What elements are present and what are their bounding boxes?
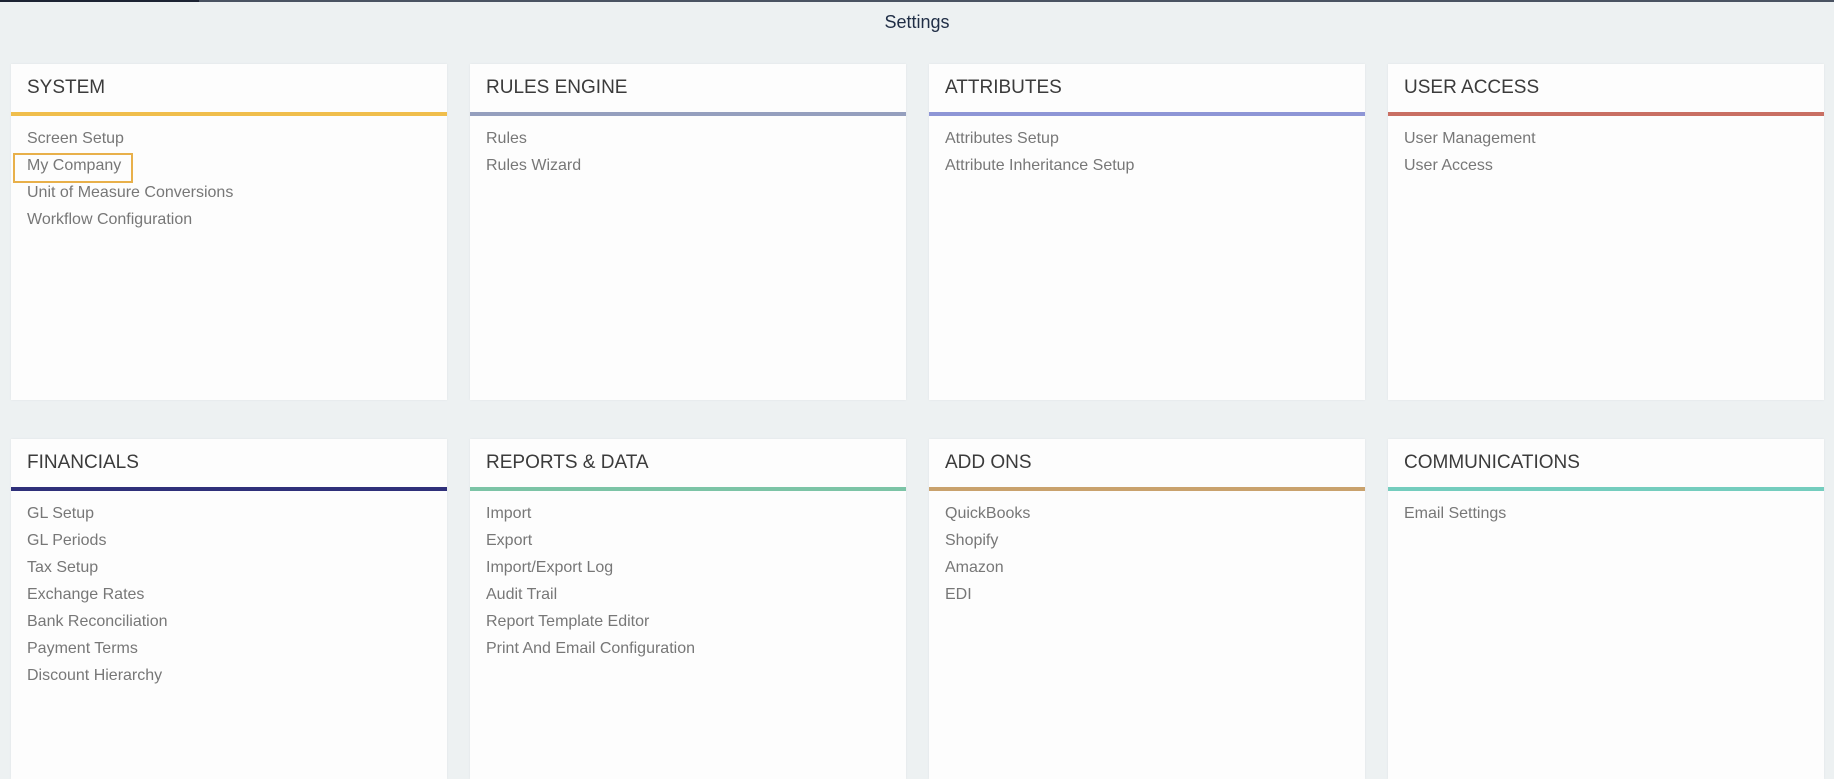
settings-link-print-and-email-configuration[interactable]: Print And Email Configuration — [470, 635, 906, 662]
section-card-reports-data: REPORTS & DATA Import Export Import/Export … — [470, 439, 906, 779]
highlight-box — [13, 153, 133, 183]
settings-link-edi[interactable]: EDI — [929, 581, 1365, 608]
section-links: User Management User Access — [1388, 116, 1824, 179]
settings-link-attribute-inheritance-setup[interactable]: Attribute Inheritance Setup — [929, 152, 1365, 179]
section-title: ATTRIBUTES — [945, 77, 1062, 98]
section-title: RULES ENGINE — [486, 77, 628, 98]
settings-link-amazon[interactable]: Amazon — [929, 554, 1365, 581]
settings-link-shopify[interactable]: Shopify — [929, 527, 1365, 554]
settings-link-label: Amazon — [945, 559, 1004, 576]
section-card-communications: COMMUNICATIONS Email Settings — [1388, 439, 1824, 779]
section-color-bar — [1388, 487, 1824, 491]
section-title: FINANCIALS — [27, 452, 139, 473]
settings-link-screen-setup[interactable]: Screen Setup — [11, 125, 447, 152]
settings-link-label: QuickBooks — [945, 505, 1031, 522]
settings-link-label: Tax Setup — [27, 559, 99, 576]
section-title: REPORTS & DATA — [486, 452, 649, 473]
settings-link-tax-setup[interactable]: Tax Setup — [11, 554, 447, 581]
section-links: Screen Setup My Company Unit of Measure Co… — [11, 116, 447, 233]
section-links: Rules Rules Wizard — [470, 116, 906, 179]
section-links: Email Settings — [1388, 491, 1824, 527]
settings-link-audit-trail[interactable]: Audit Trail — [470, 581, 906, 608]
settings-link-gl-periods[interactable]: GL Periods — [11, 527, 447, 554]
settings-link-attributes-setup[interactable]: Attributes Setup — [929, 125, 1365, 152]
settings-link-label: User Access — [1404, 157, 1493, 174]
settings-link-label: Workflow Configuration — [27, 211, 193, 228]
settings-link-exchange-rates[interactable]: Exchange Rates — [11, 581, 447, 608]
settings-link-rules-wizard[interactable]: Rules Wizard — [470, 152, 906, 179]
settings-link-label: Unit of Measure Conversions — [27, 184, 234, 201]
settings-link-user-access[interactable]: User Access — [1388, 152, 1824, 179]
settings-link-export[interactable]: Export — [470, 527, 906, 554]
page-title: Settings — [884, 12, 950, 32]
settings-link-rules[interactable]: Rules — [470, 125, 906, 152]
top-bar — [0, 0, 1834, 2]
section-card-rules-engine: RULES ENGINE Rules Rules Wizard — [470, 64, 906, 400]
settings-link-label: Exchange Rates — [27, 586, 145, 603]
settings-link-label: Export — [486, 532, 533, 549]
settings-link-label: User Management — [1404, 130, 1536, 147]
settings-link-label: Rules — [486, 130, 527, 147]
settings-link-email-settings[interactable]: Email Settings — [1388, 500, 1824, 527]
section-color-bar — [929, 487, 1365, 491]
settings-link-my-company[interactable]: My Company — [11, 152, 447, 183]
settings-link-label: Payment Terms — [27, 640, 138, 657]
settings-link-label: Import — [486, 505, 532, 522]
settings-link-label: Audit Trail — [486, 586, 558, 603]
section-color-bar — [929, 112, 1365, 116]
settings-link-workflow-configuration[interactable]: Workflow Configuration — [11, 206, 447, 233]
section-color-bar — [11, 112, 447, 116]
section-links: Import Export Import/Export Log Audit Trail… — [470, 491, 906, 662]
settings-link-label: Attributes Setup — [945, 130, 1059, 147]
settings-link-bank-reconciliation[interactable]: Bank Reconciliation — [11, 608, 447, 635]
settings-link-label: EDI — [945, 586, 972, 603]
section-title: SYSTEM — [27, 77, 106, 98]
settings-link-label: GL Periods — [27, 532, 107, 549]
section-card-system: SYSTEM Screen Setup My Company Unit of Meas… — [11, 64, 447, 400]
settings-link-label: Report Template Editor — [486, 613, 650, 630]
settings-link-label: Screen Setup — [27, 130, 124, 147]
settings-link-label: Bank Reconciliation — [27, 613, 168, 630]
section-card-user-access: USER ACCESS User Management User Access — [1388, 64, 1824, 400]
settings-link-report-template-editor[interactable]: Report Template Editor — [470, 608, 906, 635]
section-color-bar — [11, 487, 447, 491]
settings-link-label: Import/Export Log — [486, 559, 614, 576]
section-links: QuickBooks Shopify Amazon EDI — [929, 491, 1365, 608]
section-links: GL Setup GL Periods Tax Setup Exchange Rate… — [11, 491, 447, 689]
settings-link-label: Shopify — [945, 532, 999, 549]
settings-link-label: My Company — [27, 157, 122, 174]
section-links: Attributes Setup Attribute Inheritance Se… — [929, 116, 1365, 179]
settings-link-label: Email Settings — [1404, 505, 1507, 522]
settings-link-label: Attribute Inheritance Setup — [945, 157, 1135, 174]
section-color-bar — [470, 112, 906, 116]
section-title: USER ACCESS — [1404, 77, 1540, 98]
settings-link-label: GL Setup — [27, 505, 95, 522]
settings-link-label: Discount Hierarchy — [27, 667, 163, 684]
settings-link-import-export-log[interactable]: Import/Export Log — [470, 554, 906, 581]
section-card-attributes: ATTRIBUTES Attributes Setup Attribute Inhe… — [929, 64, 1365, 400]
section-card-add-ons: ADD ONS QuickBooks Shopify Amazon EDI — [929, 439, 1365, 779]
settings-link-unit-of-measure-conversions[interactable]: Unit of Measure Conversions — [11, 179, 447, 206]
top-bar-active-indicator — [0, 0, 199, 2]
section-title: COMMUNICATIONS — [1404, 452, 1580, 473]
settings-link-discount-hierarchy[interactable]: Discount Hierarchy — [11, 662, 447, 689]
section-color-bar — [1388, 112, 1824, 116]
settings-link-import[interactable]: Import — [470, 500, 906, 527]
section-card-financials: FINANCIALS GL Setup GL Periods Tax Setup Exc… — [11, 439, 447, 779]
settings-link-gl-setup[interactable]: GL Setup — [11, 500, 447, 527]
settings-link-label: Print And Email Configuration — [486, 640, 695, 657]
settings-link-payment-terms[interactable]: Payment Terms — [11, 635, 447, 662]
settings-link-quickbooks[interactable]: QuickBooks — [929, 500, 1365, 527]
section-title: ADD ONS — [945, 452, 1032, 473]
settings-link-label: Rules Wizard — [486, 157, 582, 174]
section-color-bar — [470, 487, 906, 491]
settings-link-user-management[interactable]: User Management — [1388, 125, 1824, 152]
